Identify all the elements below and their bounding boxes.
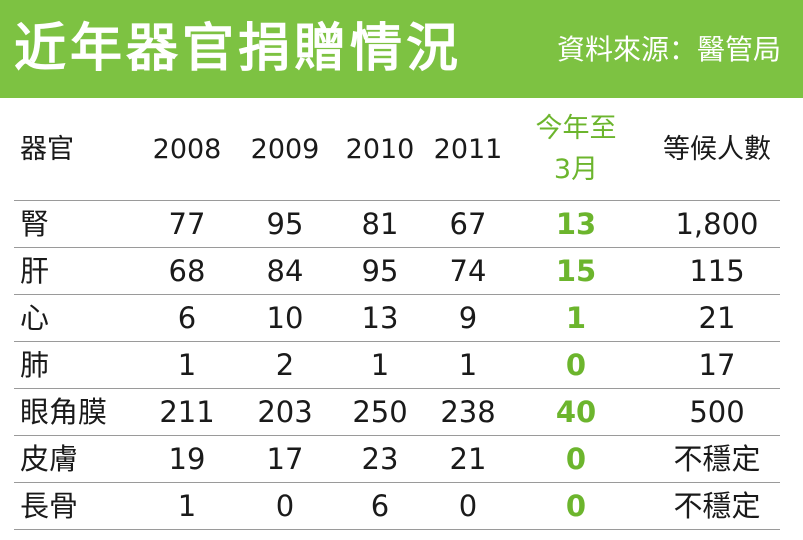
cell-2008: 6 [177,300,197,335]
table-row: 腎 77 95 81 67 13 1,800 [14,200,780,247]
header-2011: 2011 [433,133,503,165]
table-row: 肺 1 2 1 1 0 17 [14,341,780,388]
cell-2010: 81 [361,206,399,241]
cell-2011: 21 [449,441,487,476]
cell-2011: 0 [458,488,478,523]
cell-2010: 13 [361,300,399,335]
cell-year-to-date: 1 [565,300,587,335]
title-banner: 近年器官捐贈情況 資料來源：醫管局 [0,0,803,98]
data-source-note: 資料來源：醫管局 [556,33,781,66]
cell-2011: 74 [449,253,487,288]
cell-2008: 1 [177,488,197,523]
table-body: 腎 77 95 81 67 13 1,800 肝 68 84 95 74 15 115 心 6 10 13 9 1 21… [14,200,780,530]
cell-2011: 238 [440,394,496,429]
cell-2010: 250 [352,394,408,429]
cell-2010: 23 [361,441,399,476]
table-row: 肝 68 84 95 74 15 115 [14,247,780,294]
cell-organ: 長骨 [20,488,79,523]
cell-2009: 84 [266,253,304,288]
cell-waiting-count: 500 [689,394,745,429]
table-row: 長骨 1 0 6 0 0 不穩定 [14,482,780,530]
header-ytd-line2: 3月 [553,154,599,185]
cell-waiting-count: 17 [698,347,736,382]
cell-2008: 77 [168,206,206,241]
cell-2009: 0 [275,488,295,523]
table-header-row: 器官 2008 2009 2010 2011 今年至 3月 等候人數 [14,98,780,200]
cell-waiting-count: 不穩定 [673,488,761,523]
cell-2010: 6 [370,488,390,523]
cell-waiting-count: 1,800 [675,206,759,241]
cell-organ: 皮膚 [20,441,79,476]
cell-organ: 肝 [20,253,50,288]
cell-2010: 95 [361,253,399,288]
cell-year-to-date: 0 [565,441,587,476]
organ-donation-table: 器官 2008 2009 2010 2011 今年至 3月 等候人數 腎 77 95… [14,98,780,530]
cell-2008: 68 [168,253,206,288]
cell-2011: 1 [458,347,478,382]
header-organ: 器官 [20,133,74,165]
cell-organ: 心 [20,300,50,335]
header-2010: 2010 [345,133,415,165]
cell-organ: 腎 [20,206,50,241]
table-title: 近年器官捐贈情況 [14,19,463,79]
table-row: 心 6 10 13 9 1 21 [14,294,780,341]
cell-organ: 肺 [20,347,50,382]
cell-waiting-count: 21 [698,300,736,335]
header-2008: 2008 [152,133,222,165]
cell-2008: 1 [177,347,197,382]
cell-organ: 眼角膜 [20,394,108,429]
header-waiting-count: 等候人數 [663,133,771,165]
cell-2009: 17 [266,441,304,476]
cell-2009: 10 [266,300,304,335]
header-2009: 2009 [250,133,320,165]
cell-2009: 95 [266,206,304,241]
table-row: 皮膚 19 17 23 21 0 不穩定 [14,435,780,482]
cell-2008: 211 [159,394,215,429]
cell-waiting-count: 115 [689,253,745,288]
header-year-to-date: 今年至 3月 [520,98,632,200]
cell-year-to-date: 40 [555,394,597,429]
cell-year-to-date: 0 [565,347,587,382]
cell-2011: 9 [458,300,478,335]
cell-2008: 19 [168,441,206,476]
cell-year-to-date: 0 [565,488,587,523]
cell-2010: 1 [370,347,390,382]
cell-waiting-count: 不穩定 [673,441,761,476]
cell-2009: 203 [257,394,313,429]
table-row: 眼角膜 211 203 250 238 40 500 [14,388,780,435]
header-ytd-line1: 今年至 [535,113,617,144]
cell-2009: 2 [275,347,295,382]
cell-year-to-date: 13 [555,206,597,241]
cell-2011: 67 [449,206,487,241]
cell-year-to-date: 15 [555,253,597,288]
